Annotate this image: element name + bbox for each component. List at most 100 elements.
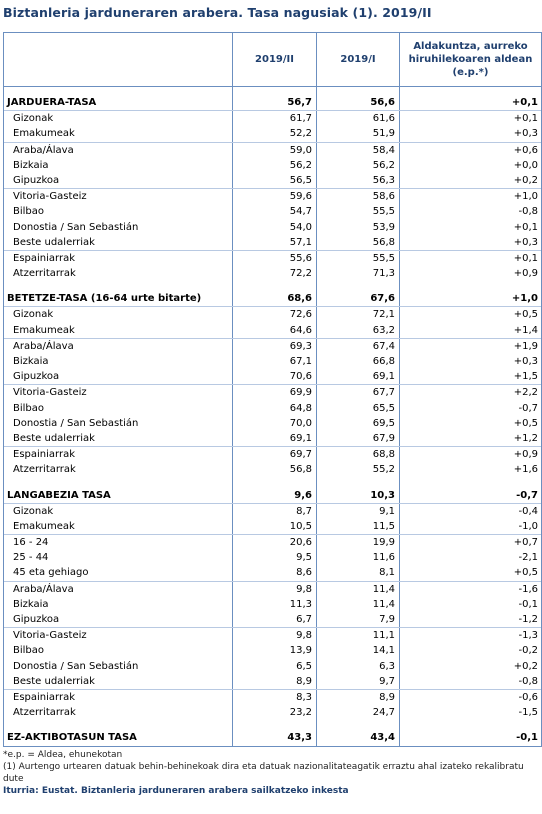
value-2019-ii: 72,2 [232,266,316,282]
row-label: Araba/Álava [13,340,74,352]
row-label: Donostia / San Sebastián [13,660,139,672]
value-2019-i: 67,7 [316,385,399,401]
value-2019-i: 7,9 [316,612,399,628]
table-row: Beste udalerriak 8,9 9,7 -0,8 [4,673,541,689]
value-2019-ii: 59,6 [232,189,316,205]
footnotes: *e.p. = Aldea, ehunekotan (1) Aurtengo u… [3,749,539,797]
value-change: +0,1 [399,219,541,235]
value-2019-ii: 8,6 [232,565,316,581]
row-label: Gipuzkoa [13,614,60,625]
value-2019-ii: 69,1 [232,430,316,447]
table-header: 2019/II 2019/I Aldakuntza, aurreko hiruh… [4,33,541,87]
value-2019-i: 56,8 [316,234,399,250]
table-row: Beste udalerriak 57,1 56,8 +0,3 [4,234,541,250]
value-change: -1,5 [399,705,541,721]
footnote-ep: *e.p. = Aldea, ehunekotan [3,750,123,760]
value-2019-i: 19,9 [316,535,399,551]
value-2019-i: 8,9 [316,689,399,706]
value-2019-i: 68,8 [316,447,399,463]
table-row: 25 - 44 9,5 11,6 -2,1 [4,550,541,566]
value-2019-ii: 10,5 [232,518,316,535]
value-change: -0,6 [399,689,541,706]
row-label: Atzerritarrak [13,268,76,280]
row-label: BETETZE-TASA (16-64 urte bitarte) [7,293,202,305]
value-2019-i: 67,4 [316,338,399,354]
value-2019-i: 43,4 [316,730,399,746]
value-2019-ii: 9,5 [232,550,316,566]
table-row: 45 eta gehiago 8,6 8,1 +0,5 [4,565,541,581]
value-change: +1,6 [399,462,541,478]
row-label: Espainiarrak [13,252,75,264]
value-2019-i: 67,6 [316,291,399,307]
row-label: Bizkaia [13,159,49,171]
value-2019-i: 55,5 [316,250,399,267]
value-change: +1,4 [399,322,541,338]
row-label: Donostia / San Sebastián [13,221,139,233]
table-row: Espainiarrak 69,7 68,8 +0,9 [4,446,541,463]
value-2019-i: 58,4 [316,142,399,158]
value-2019-ii: 54,7 [232,204,316,220]
value-change: +2,2 [399,385,541,401]
value-2019-i: 72,1 [316,307,399,323]
row-label: Bizkaia [13,598,49,610]
value-change: +1,2 [399,430,541,447]
value-2019-i: 11,4 [316,596,399,612]
table-row: Espainiarrak 8,3 8,9 -0,6 [4,688,541,706]
value-2019-i: 63,2 [316,322,399,338]
value-change: -1,3 [399,628,541,644]
value-change: +1,0 [399,189,541,205]
value-change: -0,1 [399,730,541,746]
table-row: Gizonak 72,6 72,1 +0,5 [4,306,541,323]
value-change: -0,7 [399,487,541,503]
table-row: Emakumeak 52,2 51,9 +0,3 [4,126,541,142]
table-row: Araba/Álava 69,3 67,4 +1,9 [4,337,541,354]
row-label: Gipuzkoa [13,174,60,186]
value-2019-ii: 70,0 [232,415,316,431]
row-label: Araba/Álava [13,583,74,595]
value-change: -0,4 [399,503,541,519]
row-label: Beste udalerriak [13,236,95,248]
value-2019-ii: 20,6 [232,535,316,551]
row-label: Vitoria-Gasteiz [13,191,87,203]
section-gap [4,477,541,488]
source-note: Iturria: Eustat. Biztanleria jardunerare… [3,786,349,796]
value-2019-ii: 54,0 [232,219,316,235]
value-2019-i: 11,4 [316,581,399,597]
header-col-2019-ii: 2019/II [232,33,316,86]
table-row: Gipuzkoa 70,6 69,1 +1,5 [4,369,541,385]
value-2019-i: 9,7 [316,673,399,689]
value-2019-ii: 23,2 [232,705,316,721]
value-change: +0,2 [399,172,541,189]
row-label: Espainiarrak [13,691,75,703]
section-row: JARDUERA-TASA 56,7 56,6 +0,1 [4,95,541,111]
value-2019-i: 11,6 [316,550,399,566]
row-label: Espainiarrak [13,449,75,461]
section-row: BETETZE-TASA (16-64 urte bitarte) 68,6 67,… [4,291,541,307]
value-2019-i: 58,6 [316,189,399,205]
row-label: Donostia / San Sebastián [13,417,139,429]
value-2019-ii: 64,6 [232,322,316,338]
table-row: Donostia / San Sebastián 70,0 69,5 +0,5 [4,415,541,431]
value-change: +0,1 [399,111,541,127]
value-2019-ii: 69,3 [232,338,316,354]
value-2019-i: 69,1 [316,369,399,385]
value-2019-i: 56,3 [316,172,399,189]
value-change: -0,1 [399,596,541,612]
value-2019-ii: 9,6 [232,487,316,503]
value-2019-ii: 56,8 [232,462,316,478]
value-2019-ii: 59,0 [232,142,316,158]
value-2019-i: 9,1 [316,503,399,519]
footnote-1: (1) Aurtengo urtearen datuak behin-behin… [3,762,524,784]
value-2019-ii: 55,6 [232,250,316,267]
value-2019-i: 14,1 [316,643,399,659]
row-label: EZ-AKTIBOTASUN TASA [7,732,137,744]
table-row: Gipuzkoa 6,7 7,9 -1,2 [4,612,541,628]
table-row: Araba/Álava 59,0 58,4 +0,6 [4,141,541,158]
value-2019-i: 61,6 [316,111,399,127]
row-label: Bilbao [13,206,45,218]
value-change: -1,0 [399,518,541,535]
value-change: +1,5 [399,369,541,385]
value-2019-ii: 69,7 [232,447,316,463]
value-2019-ii: 56,2 [232,157,316,173]
